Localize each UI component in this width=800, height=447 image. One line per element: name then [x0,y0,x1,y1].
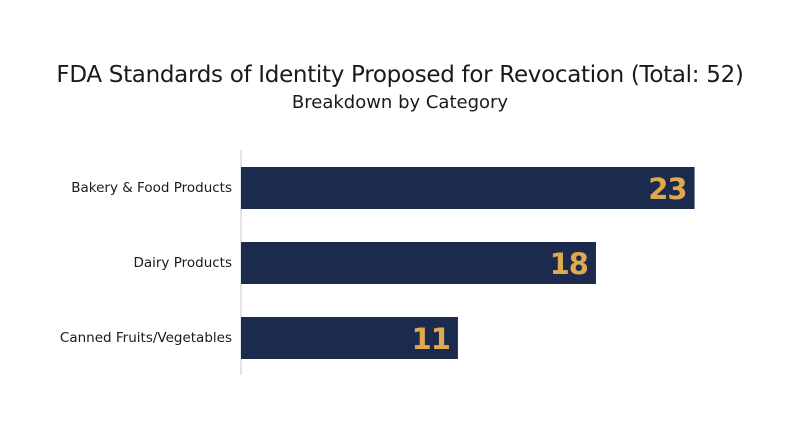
value-label: 23 [648,172,686,206]
chart-subtitle: Breakdown by Category [291,92,509,113]
value-label: 11 [412,322,450,356]
bars-group: Bakery & Food Products 23 Dairy Products 18… [60,167,695,359]
category-label: Dairy Products [133,255,232,271]
bar-3 [241,317,458,359]
value-label: 18 [550,247,588,281]
bar-1 [241,167,695,209]
category-label: Canned Fruits/Vegetables [60,330,232,346]
category-label: Bakery & Food Products [71,180,232,196]
chart-title: FDA Standards of Identity Proposed for R… [56,62,744,88]
bar-2 [241,242,596,284]
